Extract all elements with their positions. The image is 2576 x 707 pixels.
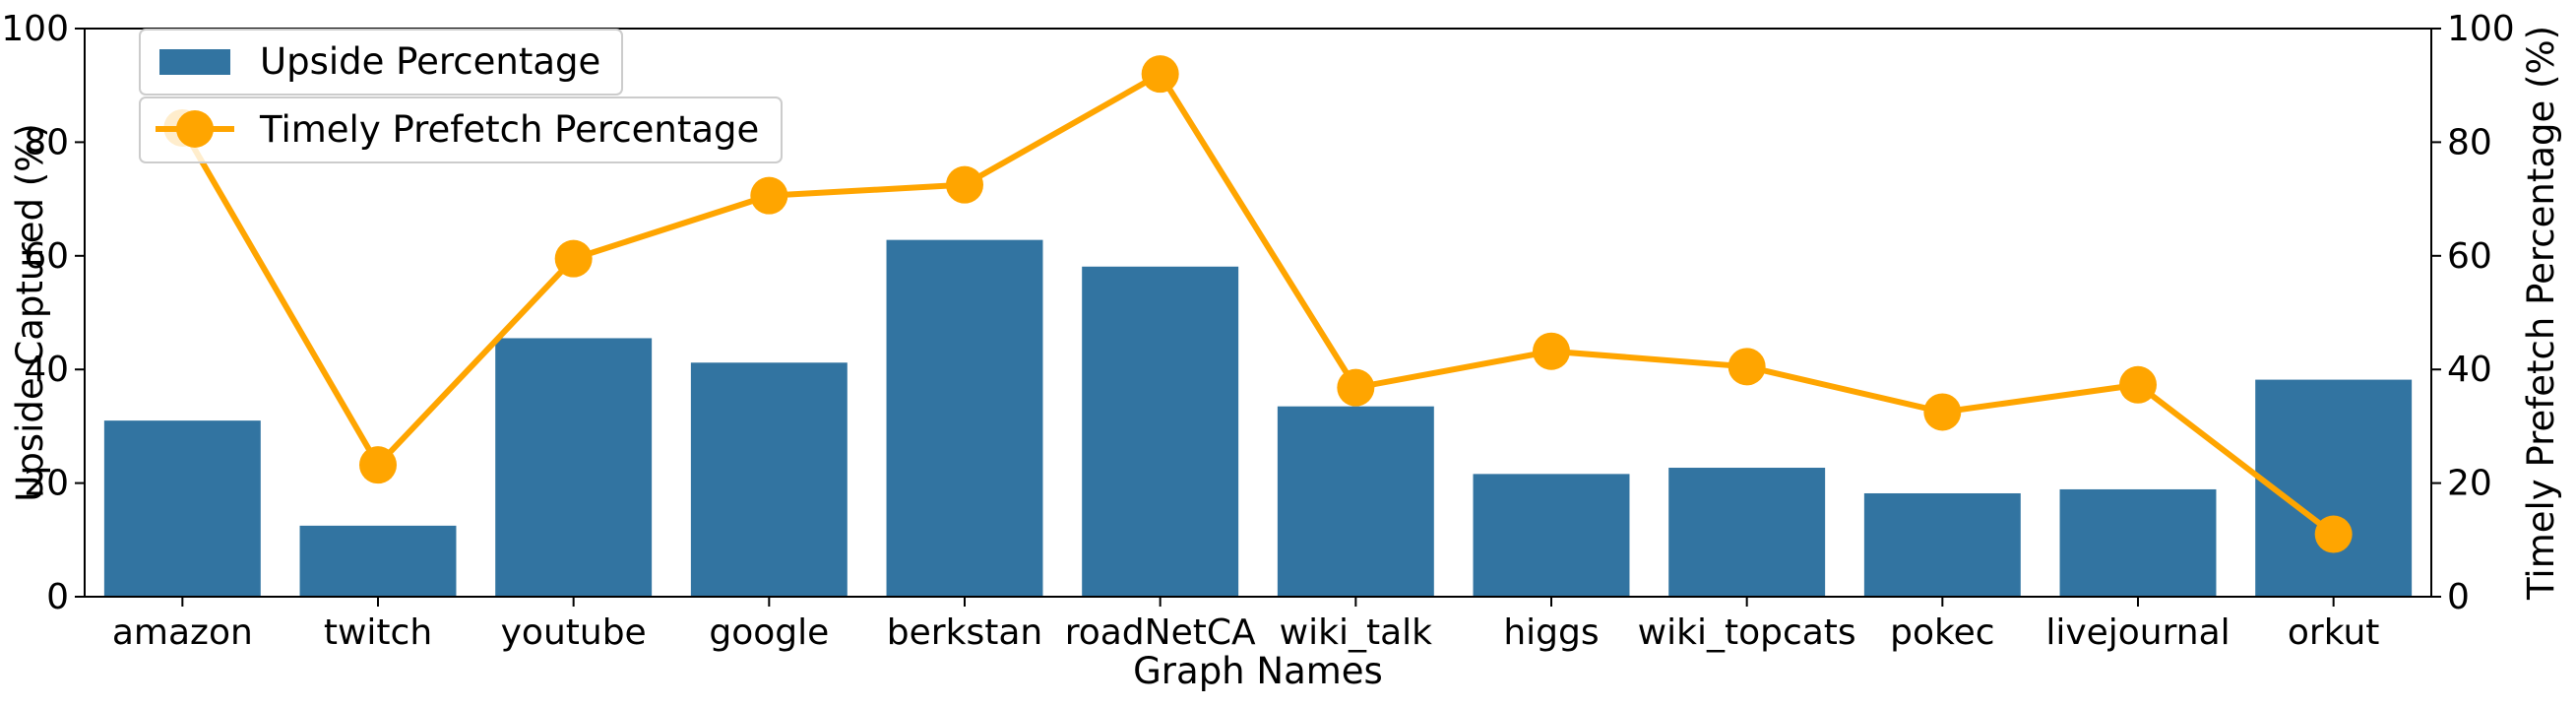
legend-label-timely: Timely Prefetch Percentage: [259, 108, 759, 151]
bar-livejournal: [2059, 488, 2217, 597]
x-tick-label-wiki_topcats: wiki_topcats: [1638, 612, 1856, 653]
y-tick-label-right: 20: [2447, 464, 2492, 504]
legend-bar: Upside Percentage: [139, 29, 623, 96]
bar-roadNetCA: [1082, 266, 1239, 597]
y-tick-label-right: 0: [2447, 577, 2470, 617]
x-tick-label-orkut: orkut: [2288, 612, 2380, 653]
y-axis-title-right: Timely Prefetch Percentage (%): [2520, 26, 2562, 601]
bar-wiki_talk: [1277, 406, 1434, 597]
line-layer: [163, 55, 2353, 553]
x-tick-label-twitch: twitch: [324, 612, 432, 653]
bar-higgs: [1473, 474, 1630, 597]
point-wiki_topcats: [1728, 348, 1766, 386]
left-axis-ticks: 0 20 40 60 80 100: [1, 9, 85, 617]
y-tick-label-left: 40: [24, 350, 69, 390]
timely-prefetch-line: [179, 71, 2336, 537]
x-tick-label-youtube: youtube: [501, 612, 647, 653]
legend-line-frame: [139, 96, 783, 163]
bar-pokec: [1863, 492, 2021, 597]
legend-line: Timely Prefetch Percentage: [139, 96, 783, 163]
y-tick-label-left: 60: [24, 236, 69, 277]
x-tick-label-livejournal: livejournal: [2045, 612, 2230, 653]
legend-bar-frame: [139, 29, 623, 96]
right-axis-ticks: 0 20 40 60 80 100: [2431, 9, 2515, 617]
y-tick-label-right: 100: [2447, 9, 2515, 49]
bar-youtube: [495, 338, 653, 597]
point-pokec: [1923, 393, 1962, 431]
y-tick-label-left: 80: [24, 122, 69, 162]
point-youtube: [554, 239, 593, 278]
y-tick-label-right: 60: [2447, 236, 2492, 277]
x-tick-label-berkstan: berkstan: [887, 612, 1042, 653]
y-axis-title-left: Upside Captured (%): [9, 123, 51, 502]
point-berkstan: [946, 165, 983, 204]
x-tick-label-amazon: amazon: [112, 612, 253, 653]
legend-bar-swatch: [159, 49, 230, 75]
bar-amazon: [103, 420, 261, 597]
x-axis-ticks: amazon twitch youtube google berkstan roadNet…: [112, 597, 2380, 653]
x-tick-label-roadNetCA: roadNetCA: [1065, 612, 1256, 653]
point-roadNetCA: [1141, 55, 1179, 94]
bar-google: [690, 362, 848, 597]
plot-frame: [84, 28, 2432, 598]
point-livejournal: [2119, 365, 2157, 404]
bar-twitch: [299, 525, 457, 597]
point-twitch: [359, 446, 397, 484]
bar-orkut: [2255, 379, 2413, 597]
y-tick-label-left: 0: [46, 577, 69, 617]
legend-line-marker: [176, 110, 214, 148]
legend-label-upside: Upside Percentage: [260, 40, 600, 83]
y-tick-label-left: 20: [24, 464, 69, 504]
x-axis-title: Graph Names: [1133, 650, 1383, 692]
point-higgs: [1533, 332, 1570, 370]
bars-layer: [103, 239, 2413, 598]
x-tick-label-google: google: [709, 612, 829, 653]
bar-wiki_topcats: [1668, 468, 1826, 597]
point-wiki_talk: [1337, 368, 1375, 407]
bar-berkstan: [886, 239, 1043, 598]
x-tick-label-higgs: higgs: [1503, 612, 1599, 653]
y-tick-label-right: 80: [2447, 122, 2492, 162]
x-tick-label-pokec: pokec: [1890, 612, 1994, 653]
point-orkut: [2314, 515, 2353, 553]
y-tick-label-right: 40: [2447, 350, 2492, 390]
point-google: [750, 176, 788, 215]
y-tick-label-left: 100: [1, 9, 69, 49]
x-tick-label-wiki_talk: wiki_talk: [1280, 612, 1432, 653]
